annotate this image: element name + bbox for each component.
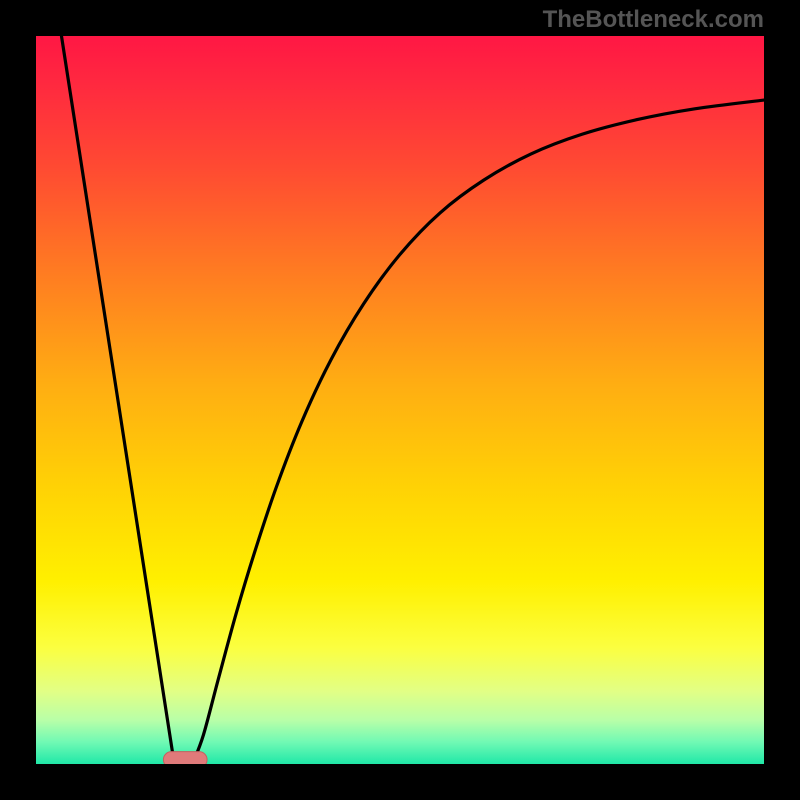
plot-area: [36, 36, 764, 764]
curve-left-branch: [61, 36, 174, 764]
curve-layer: [36, 36, 764, 764]
curve-right-branch: [193, 100, 764, 764]
watermark-text: TheBottleneck.com: [543, 6, 764, 34]
minimum-marker: [163, 752, 207, 764]
